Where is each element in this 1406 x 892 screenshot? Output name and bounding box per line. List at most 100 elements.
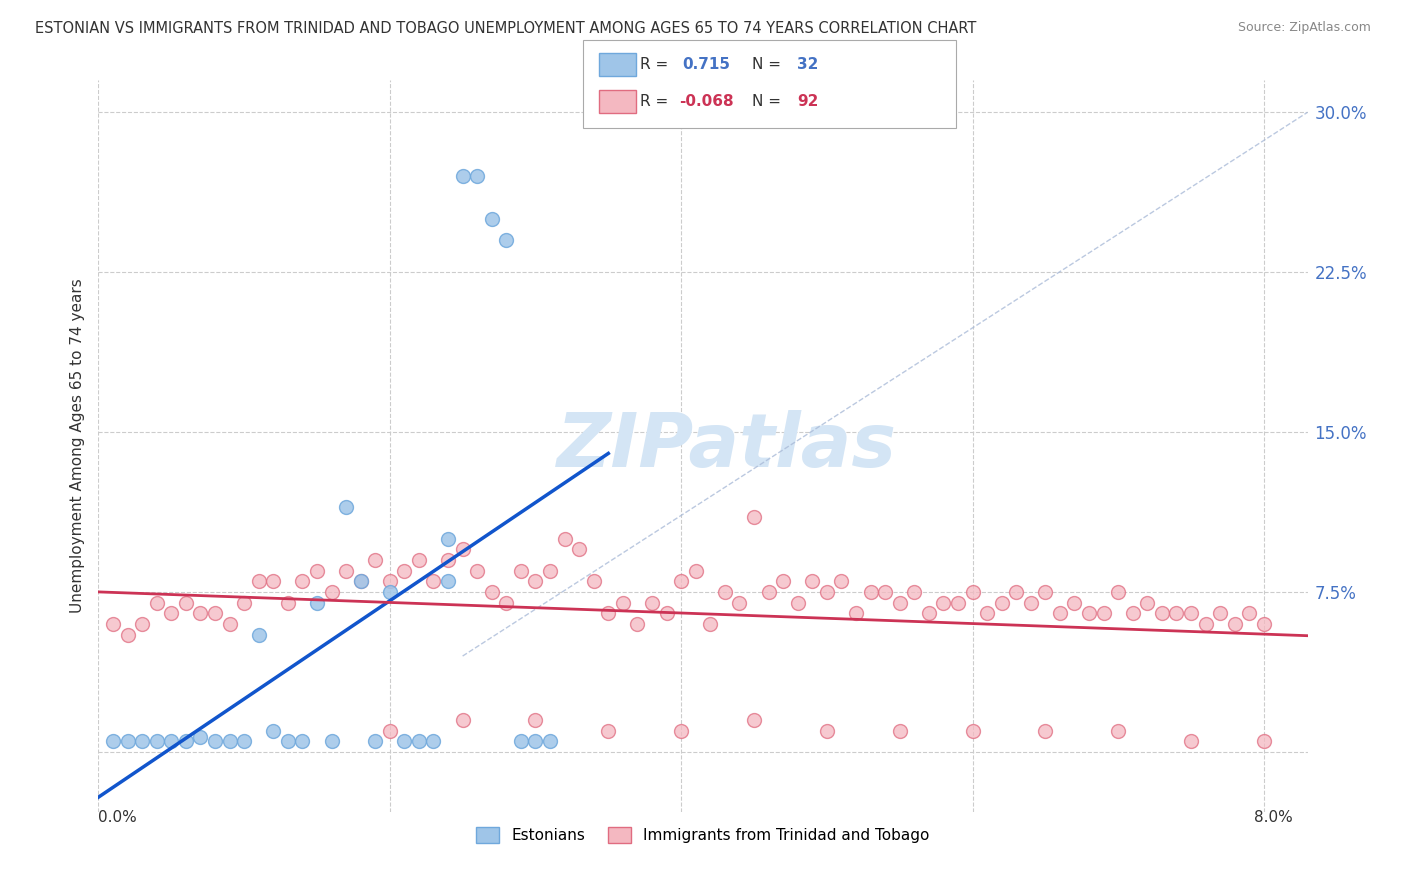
Point — [1136, 596, 1159, 610]
Point — [1107, 585, 1129, 599]
Point — [465, 169, 488, 184]
Point — [233, 734, 256, 748]
Point — [568, 542, 591, 557]
Point — [131, 617, 153, 632]
Point — [859, 585, 882, 599]
Point — [1166, 607, 1188, 621]
Point — [394, 734, 416, 748]
Point — [742, 713, 765, 727]
Point — [875, 585, 897, 599]
Point — [1150, 607, 1173, 621]
Text: 0.715: 0.715 — [682, 57, 730, 71]
Point — [262, 574, 284, 589]
Point — [277, 596, 299, 610]
Point — [437, 553, 460, 567]
Point — [1033, 585, 1056, 599]
Point — [160, 607, 183, 621]
Point — [101, 734, 124, 748]
Point — [305, 596, 328, 610]
Point — [335, 564, 357, 578]
Point — [1019, 596, 1042, 610]
Text: R =: R = — [640, 95, 668, 109]
Point — [962, 723, 984, 738]
Point — [174, 596, 197, 610]
Text: ESTONIAN VS IMMIGRANTS FROM TRINIDAD AND TOBAGO UNEMPLOYMENT AMONG AGES 65 TO 74: ESTONIAN VS IMMIGRANTS FROM TRINIDAD AND… — [35, 21, 977, 36]
Point — [598, 723, 620, 738]
Point — [190, 730, 212, 744]
Point — [669, 574, 692, 589]
Point — [174, 734, 197, 748]
Point — [291, 574, 314, 589]
Point — [714, 585, 737, 599]
Point — [218, 734, 240, 748]
Point — [728, 596, 751, 610]
Text: 32: 32 — [797, 57, 818, 71]
Text: ZIPatlas: ZIPatlas — [557, 409, 897, 483]
Point — [699, 617, 721, 632]
Point — [1033, 723, 1056, 738]
Text: Source: ZipAtlas.com: Source: ZipAtlas.com — [1237, 21, 1371, 34]
Point — [1209, 607, 1232, 621]
Legend: Estonians, Immigrants from Trinidad and Tobago: Estonians, Immigrants from Trinidad and … — [470, 822, 936, 849]
Point — [1253, 617, 1275, 632]
Point — [335, 500, 357, 514]
Point — [117, 734, 139, 748]
Text: 0.0%: 0.0% — [98, 810, 138, 824]
Text: R =: R = — [640, 57, 668, 71]
Point — [538, 734, 561, 748]
Point — [364, 553, 387, 567]
Point — [582, 574, 605, 589]
Point — [554, 532, 576, 546]
Point — [451, 542, 474, 557]
Point — [378, 585, 401, 599]
Point — [815, 585, 838, 599]
Point — [1092, 607, 1115, 621]
Point — [378, 723, 401, 738]
Point — [801, 574, 824, 589]
Point — [830, 574, 852, 589]
Point — [538, 564, 561, 578]
Point — [408, 734, 430, 748]
Point — [218, 617, 240, 632]
Point — [481, 211, 503, 226]
Point — [247, 574, 270, 589]
Point — [524, 713, 547, 727]
Text: -0.068: -0.068 — [679, 95, 734, 109]
Point — [350, 574, 373, 589]
Point — [262, 723, 284, 738]
Point — [364, 734, 387, 748]
Text: N =: N = — [752, 95, 782, 109]
Point — [160, 734, 183, 748]
Point — [190, 607, 212, 621]
Point — [742, 510, 765, 524]
Point — [495, 596, 517, 610]
Point — [932, 596, 955, 610]
Point — [394, 564, 416, 578]
Point — [1122, 607, 1144, 621]
Point — [1005, 585, 1028, 599]
Point — [946, 596, 969, 610]
Point — [524, 734, 547, 748]
Point — [1063, 596, 1085, 610]
Point — [277, 734, 299, 748]
Point — [145, 596, 167, 610]
Point — [903, 585, 925, 599]
Point — [641, 596, 664, 610]
Point — [758, 585, 780, 599]
Point — [889, 723, 911, 738]
Point — [598, 607, 620, 621]
Point — [845, 607, 868, 621]
Point — [422, 574, 444, 589]
Point — [233, 596, 256, 610]
Point — [1078, 607, 1101, 621]
Point — [465, 564, 488, 578]
Point — [350, 574, 373, 589]
Point — [451, 713, 474, 727]
Point — [117, 628, 139, 642]
Y-axis label: Unemployment Among Ages 65 to 74 years: Unemployment Among Ages 65 to 74 years — [69, 278, 84, 614]
Point — [145, 734, 167, 748]
Point — [204, 734, 226, 748]
Point — [204, 607, 226, 621]
Point — [976, 607, 998, 621]
Point — [1253, 734, 1275, 748]
